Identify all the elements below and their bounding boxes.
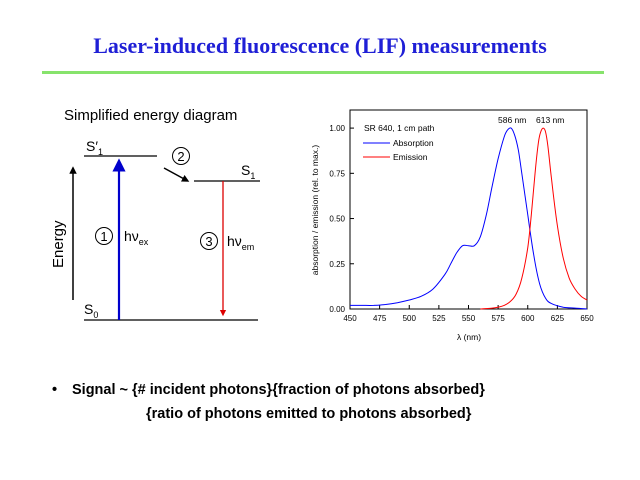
x-axis-ticks: 450 475 500 525 550 575 600 625 650 bbox=[343, 305, 594, 323]
emission-series-line bbox=[480, 127, 588, 310]
x-tick-label: 500 bbox=[403, 314, 417, 323]
bullet-symbol: • bbox=[52, 382, 58, 398]
level-s0-label: S0 bbox=[84, 301, 98, 320]
level-s1-prime-label: S′1 bbox=[86, 138, 103, 157]
y-axis-label: absorption / emission (rel. to max.) bbox=[310, 145, 320, 276]
x-tick-label: 525 bbox=[432, 314, 446, 323]
x-tick-label: 575 bbox=[491, 314, 505, 323]
emission-photon-label: hνem bbox=[227, 233, 254, 252]
x-axis-label: λ (nm) bbox=[457, 332, 481, 342]
y-tick-label: 0.50 bbox=[329, 215, 345, 224]
x-tick-label: 450 bbox=[343, 314, 357, 323]
chart-annotation: SR 640, 1 cm path bbox=[364, 123, 435, 133]
svg-text:3: 3 bbox=[205, 234, 212, 249]
bullet-line-1: Signal ~ {# incident photons}{fraction o… bbox=[72, 382, 485, 398]
x-tick-label: 475 bbox=[373, 314, 387, 323]
step-2-marker: 2 bbox=[172, 147, 190, 165]
slide-title: Laser-induced fluorescence (LIF) measure… bbox=[93, 33, 547, 58]
step-1-marker: 1 bbox=[95, 227, 113, 245]
y-tick-label: 0.75 bbox=[329, 169, 345, 178]
x-tick-label: 550 bbox=[462, 314, 476, 323]
relaxation-arrow bbox=[163, 167, 190, 182]
legend-emission-label: Emission bbox=[393, 152, 428, 162]
svg-text:1: 1 bbox=[100, 229, 107, 244]
spectrum-chart: 450 475 500 525 550 575 600 625 650 0.00 0.25 0.50… bbox=[310, 109, 594, 342]
peak-label-emission: 613 nm bbox=[536, 115, 564, 125]
svg-text:2: 2 bbox=[177, 149, 184, 164]
title-divider bbox=[42, 71, 604, 74]
level-s1-label: S1 bbox=[241, 162, 255, 181]
step-3-marker: 3 bbox=[200, 232, 218, 250]
x-tick-label: 625 bbox=[551, 314, 565, 323]
y-tick-label: 0.00 bbox=[329, 305, 345, 314]
peak-label-absorption: 586 nm bbox=[498, 115, 526, 125]
y-tick-label: 0.25 bbox=[329, 260, 345, 269]
x-tick-label: 650 bbox=[580, 314, 594, 323]
y-axis-ticks: 0.00 0.25 0.50 0.75 1.00 bbox=[329, 124, 354, 314]
y-tick-label: 1.00 bbox=[329, 124, 345, 133]
legend-absorption-label: Absorption bbox=[393, 138, 434, 148]
energy-axis-label: Energy bbox=[50, 220, 67, 268]
plot-frame bbox=[349, 109, 588, 310]
x-tick-label: 600 bbox=[521, 314, 535, 323]
absorption-series-line bbox=[350, 127, 588, 310]
energy-diagram: Simplified energy diagram Energy S′1 S1 … bbox=[50, 107, 260, 321]
excitation-photon-label: hνex bbox=[124, 228, 149, 247]
bullet-line-2: {ratio of photons emitted to photons abs… bbox=[146, 406, 472, 422]
chart-series bbox=[350, 127, 588, 310]
chart-legend: Absorption Emission bbox=[363, 138, 434, 162]
energy-diagram-title: Simplified energy diagram bbox=[64, 107, 237, 124]
